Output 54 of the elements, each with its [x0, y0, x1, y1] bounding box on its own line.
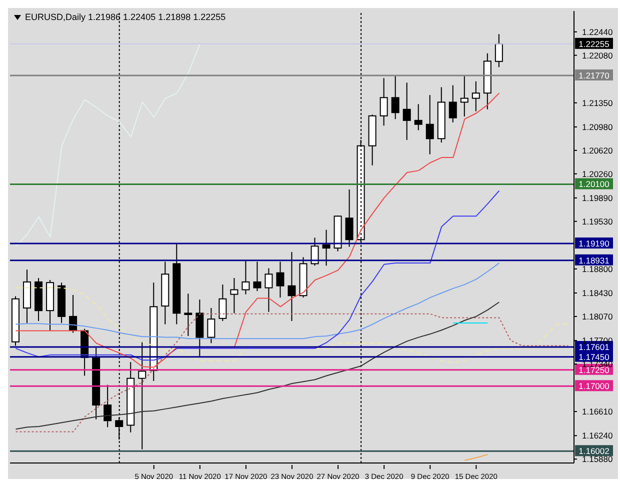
- candlestick: [104, 384, 112, 428]
- candlestick: [138, 340, 146, 450]
- ref-line-label: 1.20100: [578, 179, 610, 190]
- candlestick: [322, 229, 330, 266]
- ref-line-label: 1.17000: [578, 381, 610, 392]
- y-tick-label: 1.20980: [582, 122, 613, 132]
- ref-line-label: 1.17450: [578, 352, 610, 362]
- ref-line-label: 1.22255: [578, 38, 610, 49]
- y-tick-label: 1.21350: [582, 98, 613, 108]
- candlestick: [345, 188, 354, 248]
- y-tick-label: 1.18430: [582, 288, 613, 298]
- candlestick: [242, 260, 250, 295]
- line-series: [15, 190, 500, 361]
- y-tick-label: 1.16610: [582, 406, 613, 417]
- line-series: [15, 262, 500, 340]
- candlestick: [264, 268, 273, 312]
- candlestick: [218, 284, 227, 322]
- candlestick: [426, 94, 434, 155]
- y-tick-label: 1.19530: [582, 216, 613, 226]
- y-tick-label: 1.19890: [582, 192, 613, 203]
- candlestick: [448, 84, 457, 123]
- y-tick-label: 1.18800: [582, 264, 613, 274]
- candlestick: [276, 261, 284, 298]
- ref-line-label: 1.21770: [578, 70, 610, 80]
- y-tick-label: 1.22440: [582, 26, 613, 37]
- y-tick-label: 1.18070: [582, 311, 613, 322]
- candlestick: [472, 80, 480, 112]
- candlestick: [184, 293, 192, 336]
- candlestick: [207, 307, 216, 344]
- y-tick-label: 1.20260: [582, 168, 613, 179]
- candlestick: [230, 278, 238, 314]
- candlestick: [380, 78, 388, 126]
- line-series: [15, 302, 500, 430]
- candlestick: [402, 82, 411, 140]
- ref-line-label: 1.17601: [578, 342, 610, 352]
- candlestick: [414, 104, 422, 131]
- candlestick: [391, 76, 400, 120]
- ref-line-label: 1.18931: [578, 255, 610, 266]
- candlestick: [460, 76, 468, 118]
- line-series: [15, 92, 500, 368]
- ref-line-label: 1.16002: [578, 446, 610, 456]
- ref-line-label: 1.19190: [578, 238, 610, 249]
- candlestick: [69, 294, 78, 334]
- candlestick: [494, 34, 503, 68]
- y-tick-label: 1.20620: [582, 145, 613, 156]
- chart-title: EURUSD,Daily 1.21986 1.22405 1.21898 1.22255: [25, 12, 226, 22]
- line-series: [15, 287, 569, 364]
- candlestick: [253, 261, 262, 292]
- candlestick: [310, 237, 319, 266]
- line-series: [15, 43, 200, 247]
- candlestick: [288, 251, 296, 322]
- y-tick-label: 1.16240: [582, 430, 613, 441]
- y-tick-label: 1.22080: [582, 50, 613, 60]
- y-tick-label: 1.15880: [582, 454, 613, 464]
